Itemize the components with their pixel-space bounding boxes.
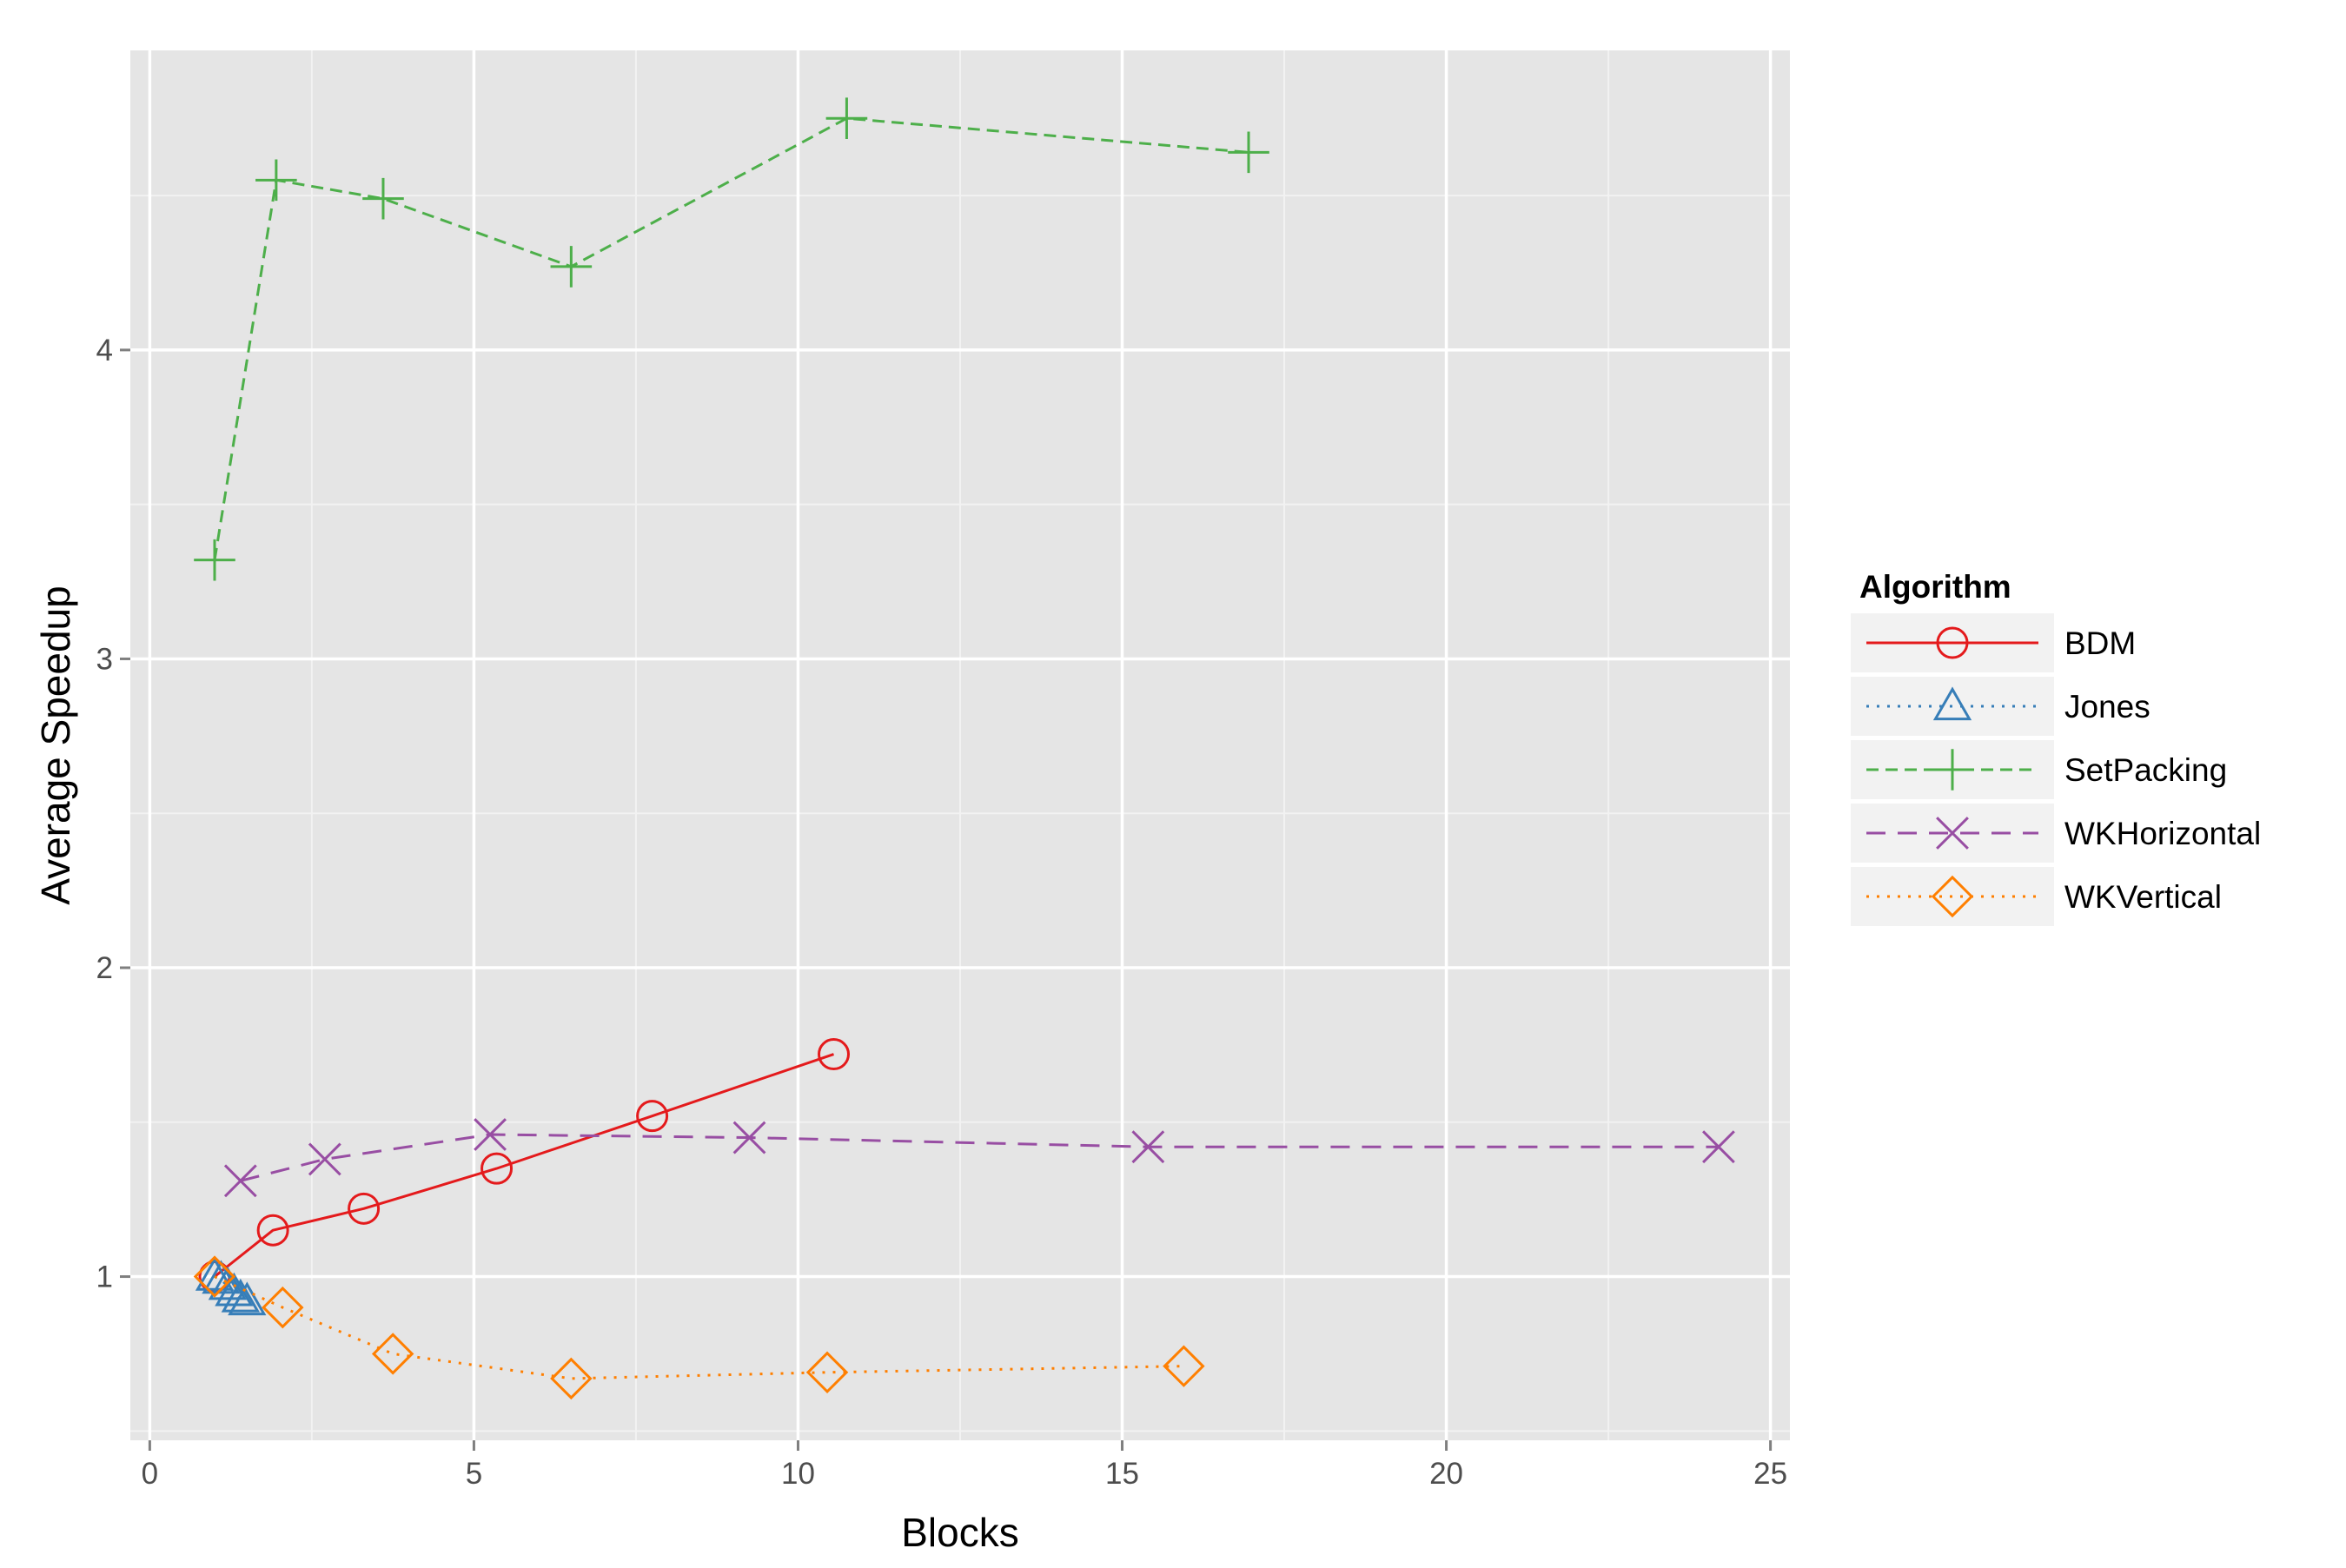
- data-point-wkvertical: [805, 1351, 849, 1393]
- legend-item-setpacking: SetPacking: [1851, 740, 2227, 799]
- x-tick-label: 15: [1105, 1457, 1139, 1491]
- series-line-wkvertical: [214, 1275, 1184, 1380]
- y-tick-label: 3: [96, 642, 113, 676]
- data-point-bdm: [256, 1214, 289, 1247]
- data-point-wkhorizontal: [223, 1164, 257, 1198]
- series-wkvertical: [193, 1255, 1205, 1400]
- series-setpacking: [194, 97, 1269, 581]
- data-point-bdm: [348, 1192, 381, 1225]
- y-tick-label: 4: [96, 334, 113, 367]
- data-point-setpacking: [362, 177, 404, 220]
- x-tick-label: 5: [466, 1457, 482, 1491]
- legend: Algorithm BDM Jones SetPacking WKHorizontal…: [1851, 569, 2261, 926]
- data-point-wkvertical: [1163, 1345, 1205, 1387]
- legend-title: Algorithm: [1859, 569, 2011, 605]
- x-tick-label: 0: [142, 1457, 158, 1491]
- data-point-wkhorizontal: [732, 1121, 766, 1154]
- data-point-wkvertical: [371, 1333, 414, 1375]
- legend-marker-wkvertical: [1931, 875, 1974, 918]
- y-tick-label: 1: [96, 1260, 113, 1294]
- legend-marker-setpacking: [1932, 749, 1973, 791]
- data-point-bdm: [636, 1100, 669, 1133]
- data-point-jones: [202, 1260, 241, 1294]
- x-axis-label: Blocks: [901, 1510, 1018, 1555]
- legend-label-jones: Jones: [2064, 689, 2150, 724]
- data-point-wkhorizontal: [1131, 1130, 1165, 1164]
- data-point-setpacking: [825, 97, 868, 140]
- x-tick-label: 10: [781, 1457, 815, 1491]
- data-point-wkvertical: [550, 1357, 593, 1400]
- legend-item-jones: Jones: [1851, 677, 2150, 736]
- axes-layer: 0 5 10 15 20 25 1 2 3 4: [96, 334, 1788, 1491]
- legend-item-bdm: BDM: [1851, 613, 2136, 672]
- x-tick-label: 25: [1753, 1457, 1787, 1491]
- series-line-wkhorizontal: [240, 1133, 1719, 1182]
- legend-item-wkhorizontal: WKHorizontal: [1851, 804, 2261, 863]
- data-point-jones: [208, 1266, 248, 1300]
- data-point-jones: [221, 1278, 260, 1313]
- legend-label-bdm: BDM: [2064, 625, 2136, 661]
- legend-marker-bdm: [1936, 626, 1969, 659]
- series-line-setpacking: [213, 116, 1249, 560]
- data-point-setpacking: [255, 159, 297, 202]
- series-jones: [195, 1256, 267, 1316]
- data-point-setpacking: [194, 539, 235, 581]
- data-point-wkhorizontal: [1702, 1130, 1735, 1164]
- y-axis-label: Average Speedup: [33, 586, 78, 904]
- legend-label-wkvertical: WKVertical: [2064, 879, 2222, 915]
- series-wkhorizontal: [223, 1118, 1735, 1198]
- data-point-setpacking: [1228, 131, 1269, 174]
- data-point-bdm: [818, 1038, 851, 1071]
- legend-marker-wkhorizontal: [1936, 817, 1969, 850]
- data-point-bdm: [480, 1152, 514, 1185]
- data-point-wkvertical: [193, 1255, 236, 1298]
- data-point-wkvertical: [262, 1286, 304, 1329]
- data-point-wkhorizontal: [474, 1118, 507, 1151]
- data-point-setpacking: [550, 246, 593, 288]
- data-point-wkhorizontal: [308, 1142, 341, 1176]
- y-tick-label: 2: [96, 951, 113, 985]
- legend-label-setpacking: SetPacking: [2064, 752, 2227, 788]
- series-layer: [193, 97, 1735, 1400]
- legend-label-wkhorizontal: WKHorizontal: [2064, 816, 2261, 851]
- x-tick-label: 20: [1429, 1457, 1463, 1491]
- legend-marker-jones: [1932, 686, 1972, 721]
- legend-item-wkvertical: WKVertical: [1851, 867, 2222, 926]
- minor-gridlines: [130, 50, 1790, 1440]
- major-gridlines: [130, 50, 1790, 1440]
- data-point-jones: [228, 1281, 267, 1316]
- series-line-bdm: [214, 1053, 834, 1278]
